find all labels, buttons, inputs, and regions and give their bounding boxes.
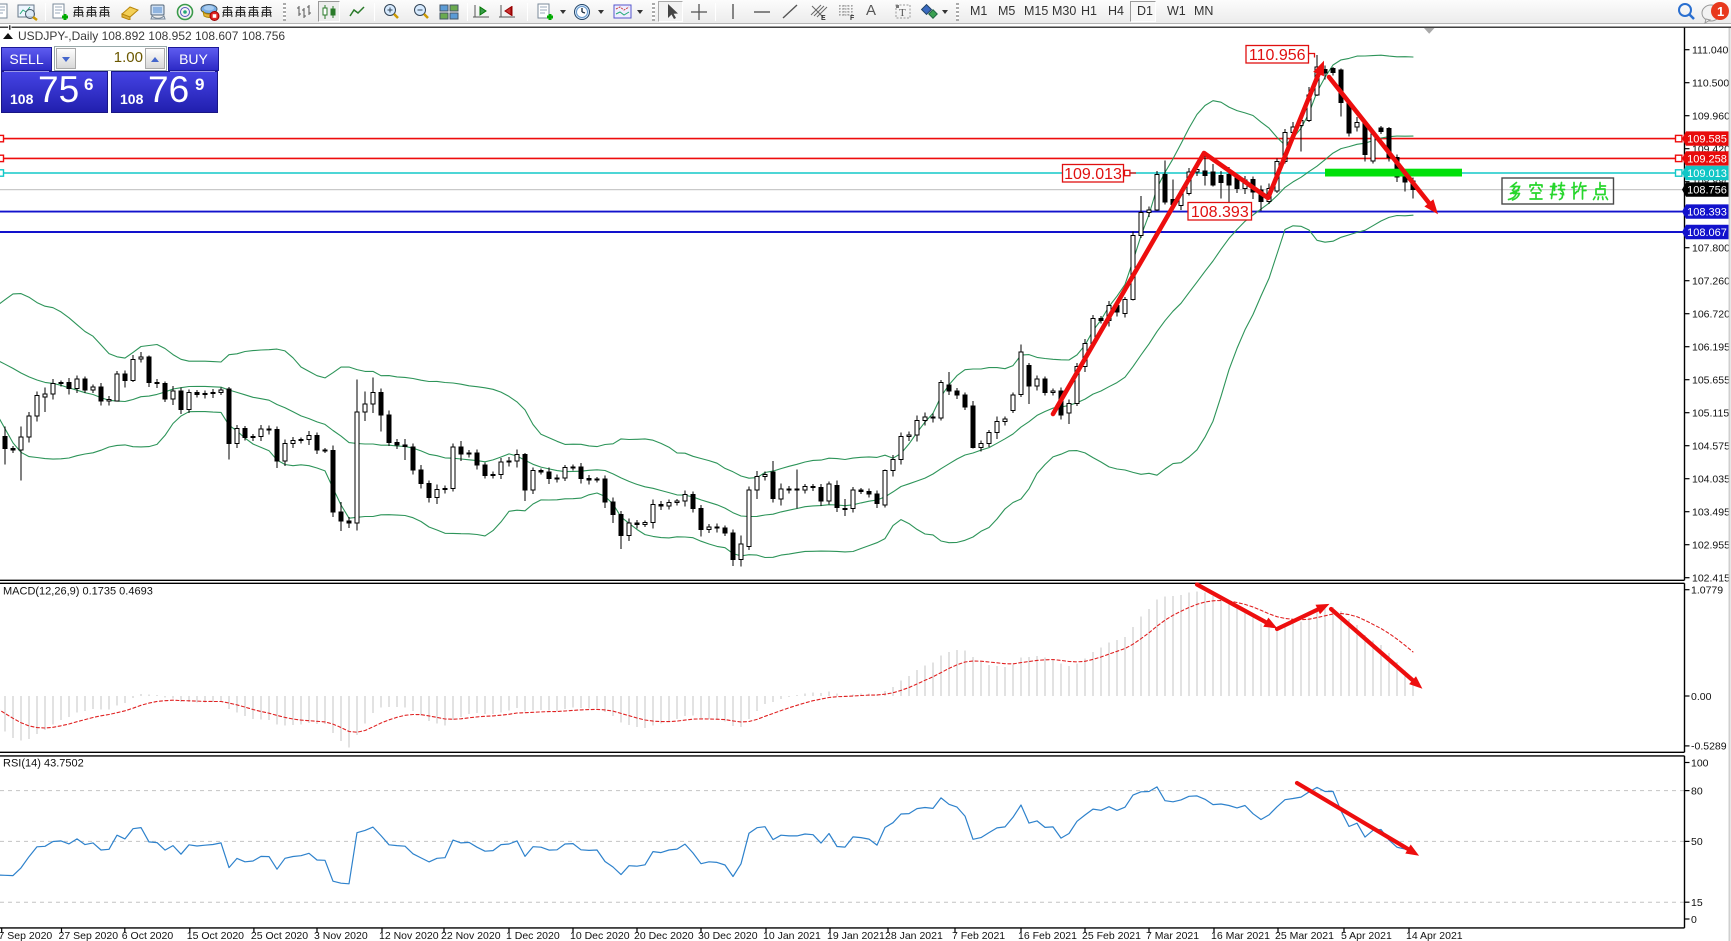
- svg-text:108.393: 108.393: [1687, 207, 1727, 219]
- svg-text:0: 0: [1691, 914, 1697, 926]
- svg-text:108.756: 108.756: [1687, 185, 1727, 197]
- svg-text:28 Jan 2021: 28 Jan 2021: [885, 930, 943, 941]
- svg-text:109.960: 109.960: [1692, 111, 1730, 123]
- svg-text:1: 1: [1717, 4, 1724, 19]
- svg-text:30 Dec 2020: 30 Dec 2020: [698, 930, 758, 941]
- svg-text:100: 100: [1691, 757, 1709, 769]
- svg-text:6 Oct 2020: 6 Oct 2020: [122, 930, 174, 941]
- svg-text:106.720: 106.720: [1692, 309, 1730, 321]
- svg-text:5 Apr 2021: 5 Apr 2021: [1341, 930, 1392, 941]
- svg-text:109.585: 109.585: [1687, 134, 1727, 146]
- svg-text:104.035: 104.035: [1692, 474, 1730, 486]
- svg-text:25 Mar 2021: 25 Mar 2021: [1275, 930, 1334, 941]
- svg-text:102.955: 102.955: [1692, 540, 1730, 552]
- svg-text:7 Feb 2021: 7 Feb 2021: [952, 930, 1005, 941]
- svg-text:107.260: 107.260: [1692, 276, 1730, 288]
- svg-text:111.040: 111.040: [1692, 45, 1729, 57]
- svg-text:108.393: 108.393: [1191, 204, 1249, 221]
- svg-text:106.195: 106.195: [1692, 342, 1730, 354]
- svg-text:16 Feb 2021: 16 Feb 2021: [1018, 930, 1077, 941]
- svg-text:22 Nov 2020: 22 Nov 2020: [441, 930, 501, 941]
- svg-text:109.013: 109.013: [1687, 168, 1727, 180]
- svg-text:14 Apr 2021: 14 Apr 2021: [1406, 930, 1463, 941]
- svg-text:105.655: 105.655: [1692, 375, 1730, 387]
- svg-text:15: 15: [1691, 897, 1703, 909]
- svg-text:19 Jan 2021: 19 Jan 2021: [827, 930, 885, 941]
- svg-text:10 Jan 2021: 10 Jan 2021: [763, 930, 821, 941]
- svg-text:20 Dec 2020: 20 Dec 2020: [634, 930, 694, 941]
- svg-text:7 Mar 2021: 7 Mar 2021: [1146, 930, 1199, 941]
- svg-text:T: T: [899, 7, 906, 19]
- svg-text:80: 80: [1691, 785, 1703, 797]
- svg-text:10 Dec 2020: 10 Dec 2020: [570, 930, 630, 941]
- svg-text:F: F: [850, 15, 855, 21]
- svg-text:109.013: 109.013: [1064, 166, 1122, 183]
- svg-text:USDJPY-,Daily 108.892 108.952: USDJPY-,Daily 108.892 108.952 108.607 10…: [18, 29, 285, 43]
- svg-text:50: 50: [1691, 836, 1703, 848]
- svg-text:25 Feb 2021: 25 Feb 2021: [1082, 930, 1141, 941]
- svg-text:-0.5289: -0.5289: [1691, 741, 1727, 753]
- svg-text:1 Dec 2020: 1 Dec 2020: [506, 930, 560, 941]
- svg-text:103.495: 103.495: [1692, 507, 1730, 519]
- svg-text:17 Sep 2020: 17 Sep 2020: [0, 930, 52, 941]
- svg-text:RSI(14) 43.7502: RSI(14) 43.7502: [3, 758, 84, 770]
- svg-text:25 Oct 2020: 25 Oct 2020: [251, 930, 308, 941]
- svg-text:110.956: 110.956: [1249, 47, 1306, 64]
- svg-text:0.00: 0.00: [1691, 691, 1712, 703]
- svg-text:MACD(12,26,9) 0.1735 0.4693: MACD(12,26,9) 0.1735 0.4693: [3, 586, 153, 598]
- svg-text:108.067: 108.067: [1687, 227, 1727, 239]
- svg-text:12 Nov 2020: 12 Nov 2020: [379, 930, 439, 941]
- svg-text:105.115: 105.115: [1692, 408, 1729, 420]
- svg-text:15 Oct 2020: 15 Oct 2020: [187, 930, 244, 941]
- svg-text:27 Sep 2020: 27 Sep 2020: [59, 930, 119, 941]
- svg-text:16 Mar 2021: 16 Mar 2021: [1211, 930, 1270, 941]
- svg-text:E: E: [821, 15, 826, 21]
- svg-text:3 Nov 2020: 3 Nov 2020: [314, 930, 368, 941]
- svg-text:102.415: 102.415: [1692, 573, 1730, 585]
- svg-text:107.800: 107.800: [1692, 243, 1730, 255]
- svg-text:1.0779: 1.0779: [1691, 585, 1723, 597]
- svg-text:104.575: 104.575: [1692, 441, 1730, 453]
- svg-text:110.500: 110.500: [1692, 78, 1729, 90]
- svg-text:109.258: 109.258: [1687, 153, 1727, 165]
